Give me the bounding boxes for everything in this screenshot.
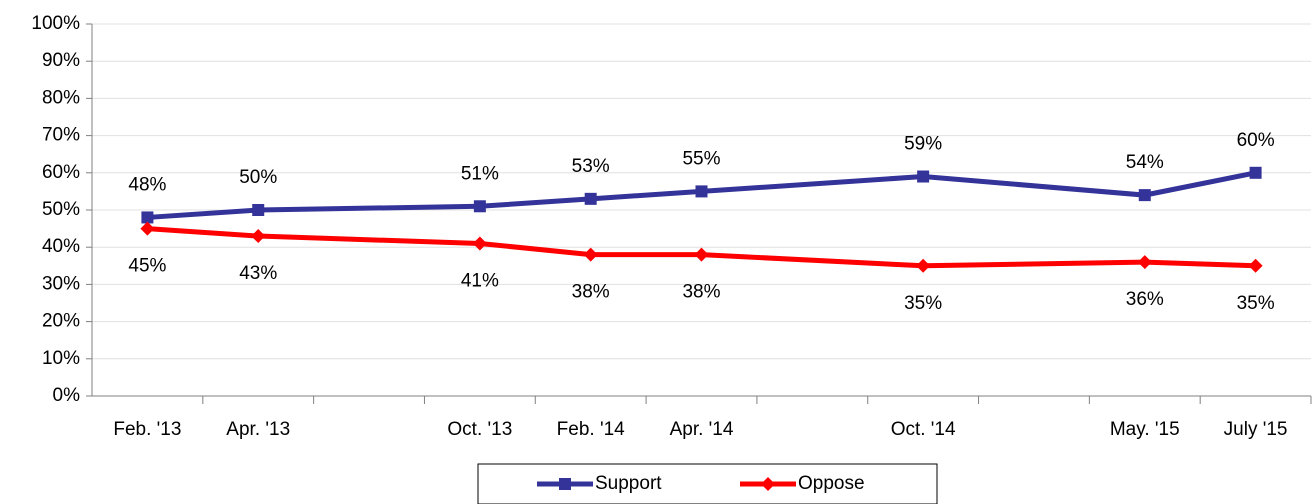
series-line xyxy=(144,207,261,220)
data-label: 59% xyxy=(904,134,942,155)
y-tick-label: 50% xyxy=(42,199,80,220)
x-tick-label: Oct. '13 xyxy=(447,419,512,440)
data-point xyxy=(694,247,709,262)
data-point xyxy=(251,229,266,244)
data-point xyxy=(252,204,265,216)
series-line xyxy=(920,259,1148,269)
data-point xyxy=(583,247,598,262)
series-line xyxy=(588,188,704,202)
y-tick-label: 20% xyxy=(42,311,80,332)
y-tick-label: 70% xyxy=(42,125,80,146)
data-point xyxy=(584,192,597,205)
data-label: 38% xyxy=(572,282,610,303)
series-line xyxy=(1142,259,1259,269)
series-line xyxy=(144,226,261,239)
data-point xyxy=(695,185,708,198)
x-tick-label: July '15 xyxy=(1224,419,1288,440)
series-line xyxy=(255,203,483,213)
y-tick-label: 80% xyxy=(42,87,80,108)
data-point xyxy=(1249,166,1262,179)
y-tick-label: 60% xyxy=(42,162,80,183)
data-label: 51% xyxy=(461,163,499,184)
data-label: 35% xyxy=(1237,293,1275,314)
data-label: 54% xyxy=(1126,152,1164,173)
data-label: 35% xyxy=(904,293,942,314)
data-point xyxy=(140,221,155,236)
series-line xyxy=(699,252,926,269)
x-tick-label: Apr. '14 xyxy=(670,419,734,440)
data-point xyxy=(141,211,154,224)
data-point xyxy=(1138,189,1151,202)
series-line xyxy=(920,174,1148,198)
series-line xyxy=(477,240,594,258)
x-tick-label: Apr. '13 xyxy=(226,419,290,440)
data-label: 48% xyxy=(128,174,166,195)
data-label: 50% xyxy=(239,167,277,188)
data-point xyxy=(916,258,931,273)
series-line xyxy=(255,233,483,246)
legend-marker xyxy=(761,477,775,491)
y-tick-label: 100% xyxy=(31,13,80,34)
data-label: 53% xyxy=(572,156,610,177)
y-tick-label: 10% xyxy=(42,348,80,369)
data-point xyxy=(1137,255,1152,270)
data-label: 45% xyxy=(128,256,166,277)
data-point xyxy=(917,170,930,183)
data-label: 41% xyxy=(461,270,499,291)
y-tick-label: 40% xyxy=(42,236,80,257)
x-tick-label: Oct. '14 xyxy=(891,419,956,440)
x-tick-label: May. '15 xyxy=(1110,419,1180,440)
series-line xyxy=(477,196,594,209)
x-tick-label: Feb. '14 xyxy=(557,419,625,440)
data-label: 38% xyxy=(682,282,720,303)
data-point xyxy=(473,200,486,213)
y-tick-label: 90% xyxy=(42,50,80,71)
x-tick-label: Feb. '13 xyxy=(113,419,181,440)
legend-label: Oppose xyxy=(798,473,865,494)
data-label: 60% xyxy=(1237,130,1275,151)
data-label: 36% xyxy=(1126,289,1164,310)
data-point xyxy=(1248,258,1263,273)
series-line xyxy=(699,174,926,194)
y-tick-label: 30% xyxy=(42,273,80,294)
data-label: 55% xyxy=(682,148,720,169)
data-label: 43% xyxy=(239,263,277,284)
legend-label: Support xyxy=(595,473,662,494)
series-line xyxy=(1142,170,1259,198)
data-point xyxy=(472,236,487,251)
legend-marker xyxy=(559,478,571,490)
y-tick-label: 0% xyxy=(53,385,81,406)
